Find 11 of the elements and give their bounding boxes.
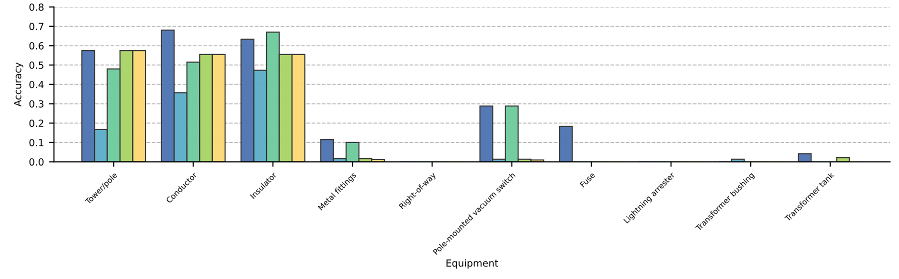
y-tick-label: 0.1 (29, 138, 44, 146)
y-tick-label: 0.3 (29, 100, 44, 108)
y-tick-label: 0.6 (29, 42, 44, 50)
y-tick-label: 0.7 (29, 22, 44, 30)
y-axis-title: Accuracy (14, 62, 24, 107)
x-axis-title: Equipment (446, 259, 498, 269)
y-tick-label: 0.8 (29, 3, 44, 11)
y-tick-label: 0.2 (29, 120, 44, 127)
y-tick-label: 0.0 (29, 158, 44, 166)
y-tick-label: 0.5 (29, 62, 44, 69)
y-tick-label: 0.4 (29, 80, 44, 88)
